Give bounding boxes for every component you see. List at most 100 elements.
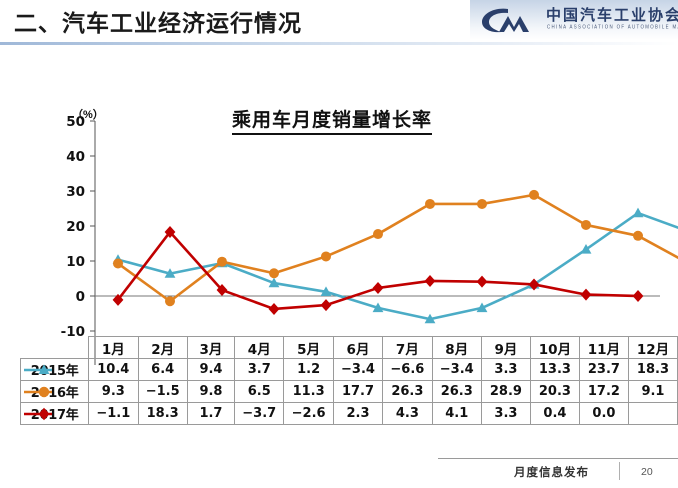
table-column-header: 4月	[234, 336, 285, 359]
page-number: 20	[641, 466, 653, 478]
table-cell: 6.5	[234, 380, 285, 403]
legend-marker-icon	[24, 386, 52, 397]
table-cell: 2.3	[332, 402, 384, 425]
data-point-marker	[424, 313, 436, 324]
table-header-row: 1月 2月 3月 4月 5月 6月 7月 8月 9月 10月 11月 12月	[21, 336, 678, 359]
table-cell: 9.4	[186, 358, 236, 381]
table-cell: 3.3	[480, 402, 531, 425]
table-cell: 20.3	[529, 380, 580, 403]
table-cell: −2.6	[283, 402, 334, 425]
table-cell: −3.4	[332, 358, 384, 381]
table-cell: 3.7	[234, 358, 285, 381]
y-axis-tick-label: 10	[66, 254, 85, 270]
chart-title: 乘用车月度销量增长率	[232, 105, 433, 135]
series-2017年	[112, 225, 644, 315]
table-cell: 3.3	[480, 358, 531, 381]
data-point-marker	[321, 251, 331, 262]
table-cell: 0.0	[578, 402, 629, 425]
data-point-marker	[320, 286, 332, 296]
table-cell: 6.4	[137, 358, 188, 381]
y-axis-tick-label: 20	[66, 219, 85, 235]
data-point-marker	[373, 229, 383, 240]
chart-unit-label: （%）	[72, 109, 104, 121]
table-cell: 10.4	[88, 358, 139, 381]
table-cell: 26.3	[382, 380, 433, 403]
data-point-marker	[632, 290, 644, 302]
table-cell: 28.9	[480, 380, 531, 403]
data-point-marker	[113, 258, 123, 269]
table-cell: 26.3	[431, 380, 482, 403]
data-point-marker	[164, 225, 176, 238]
page-title: 二、汽车工业经济运行情况	[14, 11, 302, 37]
table-column-header: 1月	[88, 336, 139, 359]
table-cell: 9.8	[186, 380, 236, 403]
y-axis-tick-label: 0	[76, 289, 85, 305]
table-row: 2015年 10.4 6.4 9.4 3.7 1.2 −3.4 −6.6 −3.4 3.3 13.3…	[19, 358, 678, 381]
data-table: 1月 2月 3月 4月 5月 6月 7月 8月 9月 10月 11月 12月 2015年 10.4 6.4 9…	[19, 336, 678, 425]
footer-divider	[438, 458, 678, 459]
table-cell: 4.3	[382, 402, 433, 425]
series-line	[116, 230, 640, 311]
legend-row-label-2015年: 2015年	[19, 358, 90, 381]
table-column-header: 7月	[382, 336, 433, 359]
data-point-marker	[164, 268, 176, 278]
logo-english-name: CHINA ASSOCIATION OF AUTOMOBILE MANUFACT…	[547, 24, 678, 30]
data-point-marker	[112, 293, 124, 306]
table-column-header: 8月	[431, 336, 482, 359]
data-point-marker	[581, 219, 591, 230]
legend-marker-icon	[24, 407, 52, 420]
y-axis-tick-label: 40	[66, 149, 85, 165]
association-logo: 中国汽车工业协会 CHINA ASSOCIATION OF AUTOMOBILE…	[470, 0, 678, 40]
series-line	[116, 193, 678, 303]
table-cell: 23.7	[578, 358, 629, 381]
data-point-marker	[580, 244, 592, 254]
data-point-marker	[217, 256, 227, 267]
table-column-header: 2月	[137, 336, 188, 359]
data-point-marker	[268, 277, 280, 288]
chart-container: （%） 乘用车月度销量增长率 50 40 30 20 10 0 -10	[0, 48, 678, 448]
table-cell: 17.7	[332, 380, 384, 403]
table-cell: 17.2	[578, 380, 629, 403]
data-point-marker	[528, 278, 540, 291]
data-point-marker	[632, 207, 644, 218]
table-column-header: 3月	[186, 336, 236, 359]
data-point-marker	[216, 284, 228, 297]
data-point-marker	[529, 189, 539, 200]
table-column-header: 5月	[283, 336, 334, 359]
table-row: 2016年 9.3 −1.5 9.8 6.5 11.3 17.7 26.3 26.3 28.9 20…	[19, 380, 678, 403]
header-divider	[0, 42, 678, 45]
y-axis-tick-label: -10	[61, 324, 85, 340]
table-cell: 1.2	[283, 358, 334, 381]
y-axis-tick-label: 50	[66, 114, 85, 130]
table-column-header: 12月	[627, 336, 678, 359]
table-cell	[627, 402, 678, 425]
table-cell: −3.7	[234, 402, 285, 425]
table-cell: −3.4	[431, 358, 482, 381]
table-cell: 9.3	[88, 380, 139, 403]
table-cell: 4.1	[431, 402, 482, 425]
table-column-header: 9月	[480, 336, 531, 359]
table-cell: 1.7	[186, 402, 236, 425]
series-line	[116, 211, 678, 321]
table-cell: −6.6	[382, 358, 433, 381]
legend-row-label-2017年: 2017年	[19, 402, 90, 425]
footer-label: 月度信息发布	[514, 465, 589, 479]
table-corner-cell	[21, 337, 89, 359]
page-header: 二、汽车工业经济运行情况 中国汽车工业协会 CHINA ASSOCIATION …	[0, 0, 678, 48]
table-column-header: 11月	[578, 336, 629, 359]
table-cell: 9.1	[627, 380, 678, 403]
table-column-header: 6月	[332, 336, 384, 359]
data-point-marker	[268, 302, 280, 315]
table-row: 2017年 −1.1 18.3 1.7 −3.7 −2.6 2.3 4.3 4.1 3.3 0.4 0…	[19, 402, 678, 425]
logo-chinese-name: 中国汽车工业协会	[546, 6, 678, 24]
table-cell: −1.5	[137, 380, 188, 403]
data-point-marker	[269, 268, 279, 279]
table-column-header: 10月	[529, 336, 580, 359]
table-cell: 0.4	[529, 402, 580, 425]
data-point-marker	[477, 198, 487, 209]
table-cell: 11.3	[283, 380, 334, 403]
footer-separator	[619, 462, 620, 480]
data-point-marker	[580, 288, 592, 301]
legend-row-label-2016年: 2016年	[19, 380, 90, 403]
data-point-marker	[320, 299, 332, 312]
